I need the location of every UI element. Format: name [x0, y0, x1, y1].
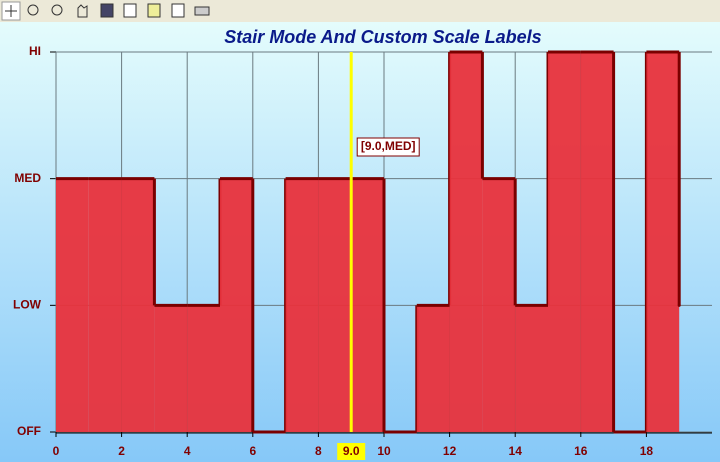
- x-tick-label: 18: [640, 444, 654, 458]
- x-tick-label: 4: [184, 444, 191, 458]
- image-tool[interactable]: [147, 3, 161, 18]
- y-tick-label: HI: [29, 44, 41, 58]
- x-tick-label: 8: [315, 444, 322, 458]
- y-tick-label: OFF: [17, 424, 41, 438]
- cursor-axis-label: 9.0: [343, 444, 360, 458]
- y-tick-label: LOW: [13, 298, 42, 312]
- step-fill: [154, 305, 188, 432]
- step-fill: [548, 52, 581, 432]
- save-tool[interactable]: [100, 3, 114, 18]
- step-fill: [646, 52, 680, 432]
- cursor-label: [9.0,MED]: [361, 139, 416, 153]
- x-tick-label: 6: [249, 444, 256, 458]
- cursor-label-box: [356, 137, 420, 157]
- x-tick-label: 10: [377, 444, 391, 458]
- step-fill: [220, 178, 253, 432]
- y-tick-label: MED: [14, 171, 41, 185]
- step-fill: [285, 178, 319, 432]
- step-fill: [580, 52, 614, 432]
- step-fill: [449, 52, 483, 432]
- copy-tool[interactable]: [123, 3, 137, 18]
- step-fill: [318, 178, 352, 432]
- preview-tool[interactable]: [171, 3, 185, 18]
- toolbar-icons: [1, 1, 210, 21]
- step-fill: [56, 178, 89, 432]
- x-tick-label: 12: [443, 444, 457, 458]
- step-fill: [88, 178, 122, 432]
- pan-tool[interactable]: [77, 4, 88, 18]
- step-fill: [515, 305, 548, 432]
- step-fill: [482, 178, 516, 432]
- crosshair-icon: [5, 5, 17, 17]
- x-tick-label: 2: [118, 444, 125, 458]
- x-tick-label: 14: [509, 444, 523, 458]
- step-fill: [121, 178, 155, 432]
- print-tool[interactable]: [194, 6, 210, 16]
- chart-title: Stair Mode And Custom Scale Labels: [224, 27, 541, 47]
- x-tick-label: 0: [53, 444, 60, 458]
- zoom-tool[interactable]: [51, 4, 63, 16]
- step-end: [677, 303, 681, 307]
- step-fill: [416, 305, 450, 432]
- step-fill: [187, 305, 220, 432]
- step-fill: [351, 178, 384, 432]
- x-tick-label: 16: [574, 444, 588, 458]
- zoom-box-tool[interactable]: [27, 4, 39, 16]
- cursor-axis-box: [337, 443, 366, 460]
